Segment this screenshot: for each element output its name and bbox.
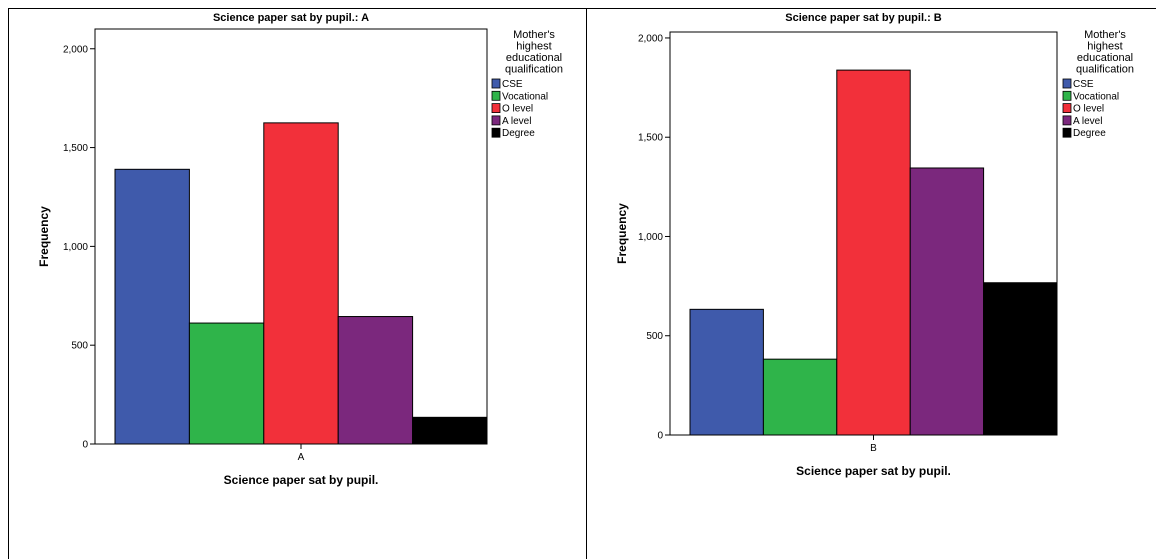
- legend-swatch-vocational: [1062, 90, 1072, 101]
- bar-degree: [412, 416, 488, 445]
- legend-title-line: highest: [516, 41, 551, 53]
- y-tick-label: 1,500: [63, 143, 88, 154]
- legend-title-line: educational: [1077, 52, 1133, 64]
- y-tick-label: 500: [646, 331, 663, 342]
- legend-label-cse: CSE: [1073, 79, 1094, 90]
- bar-cse: [114, 168, 190, 445]
- legend-title-line: Mother's: [1084, 29, 1126, 41]
- bar-vocational: [188, 322, 265, 445]
- legend-label-degree: Degree: [502, 128, 535, 139]
- bar-cse: [689, 308, 764, 436]
- bar-vocational: [762, 358, 838, 436]
- legend-swatch-o-level: [491, 103, 501, 113]
- y-tick-label: 1,000: [63, 242, 88, 253]
- legend-label-a-level: A level: [502, 116, 531, 127]
- x-axis-label: Science paper sat by pupil.: [224, 473, 379, 487]
- legend-label-a-level: A level: [1073, 116, 1102, 127]
- y-tick-label: 2,000: [638, 33, 663, 44]
- legend-swatch-a-level: [1062, 115, 1072, 126]
- bar-o-level: [836, 69, 911, 436]
- chart-cell-b: [587, 8, 1156, 559]
- y-tick-label: 1,000: [638, 232, 663, 243]
- chart-b: Science paper sat by pupil.: B 0 500 1,000 1…: [615, 12, 1134, 478]
- legend-title-line: qualification: [1076, 64, 1134, 76]
- bar-degree: [983, 282, 1058, 436]
- bar-a-level: [909, 167, 985, 436]
- legend-label-o-level: O level: [1073, 104, 1104, 115]
- chart-title: Science paper sat by pupil.: B: [785, 12, 942, 24]
- legend-swatch-vocational: [491, 90, 501, 101]
- chart-a: Science paper sat by pupil.: A 0 500 1,000 1…: [37, 12, 563, 487]
- y-axis-label: Frequency: [37, 206, 51, 267]
- y-tick-label: 0: [82, 440, 88, 451]
- x-tick-label: A: [298, 452, 305, 463]
- legend-swatch-cse: [1062, 78, 1072, 89]
- y-tick-label: 1,500: [638, 133, 663, 144]
- legend-label-o-level: O level: [502, 104, 533, 115]
- legend-swatch-a-level: [491, 115, 501, 126]
- legend-title-line: highest: [1087, 41, 1122, 53]
- legend-swatch-cse: [491, 78, 501, 89]
- legend-title-line: qualification: [505, 64, 563, 76]
- chart-cell-a: [8, 8, 587, 559]
- legend-swatch-degree: [1062, 127, 1072, 138]
- legend-swatch-o-level: [1062, 103, 1072, 113]
- x-axis-label: Science paper sat by pupil.: [796, 464, 951, 478]
- chart-title: Science paper sat by pupil.: A: [213, 12, 369, 24]
- bar-o-level: [263, 122, 339, 445]
- legend-title-line: educational: [506, 52, 562, 64]
- x-tick-label: B: [870, 443, 877, 454]
- y-tick-label: 500: [71, 341, 88, 352]
- legend-label-vocational: Vocational: [1073, 91, 1119, 102]
- legend-label-cse: CSE: [502, 79, 523, 90]
- y-tick-label: 0: [657, 431, 663, 442]
- bar-a-level: [337, 316, 414, 445]
- legend-label-vocational: Vocational: [502, 91, 548, 102]
- y-tick-label: 2,000: [63, 44, 88, 55]
- legend-title-line: Mother's: [513, 29, 555, 41]
- y-axis-label: Frequency: [615, 203, 629, 264]
- legend-label-degree: Degree: [1073, 128, 1106, 139]
- legend-swatch-degree: [491, 127, 501, 138]
